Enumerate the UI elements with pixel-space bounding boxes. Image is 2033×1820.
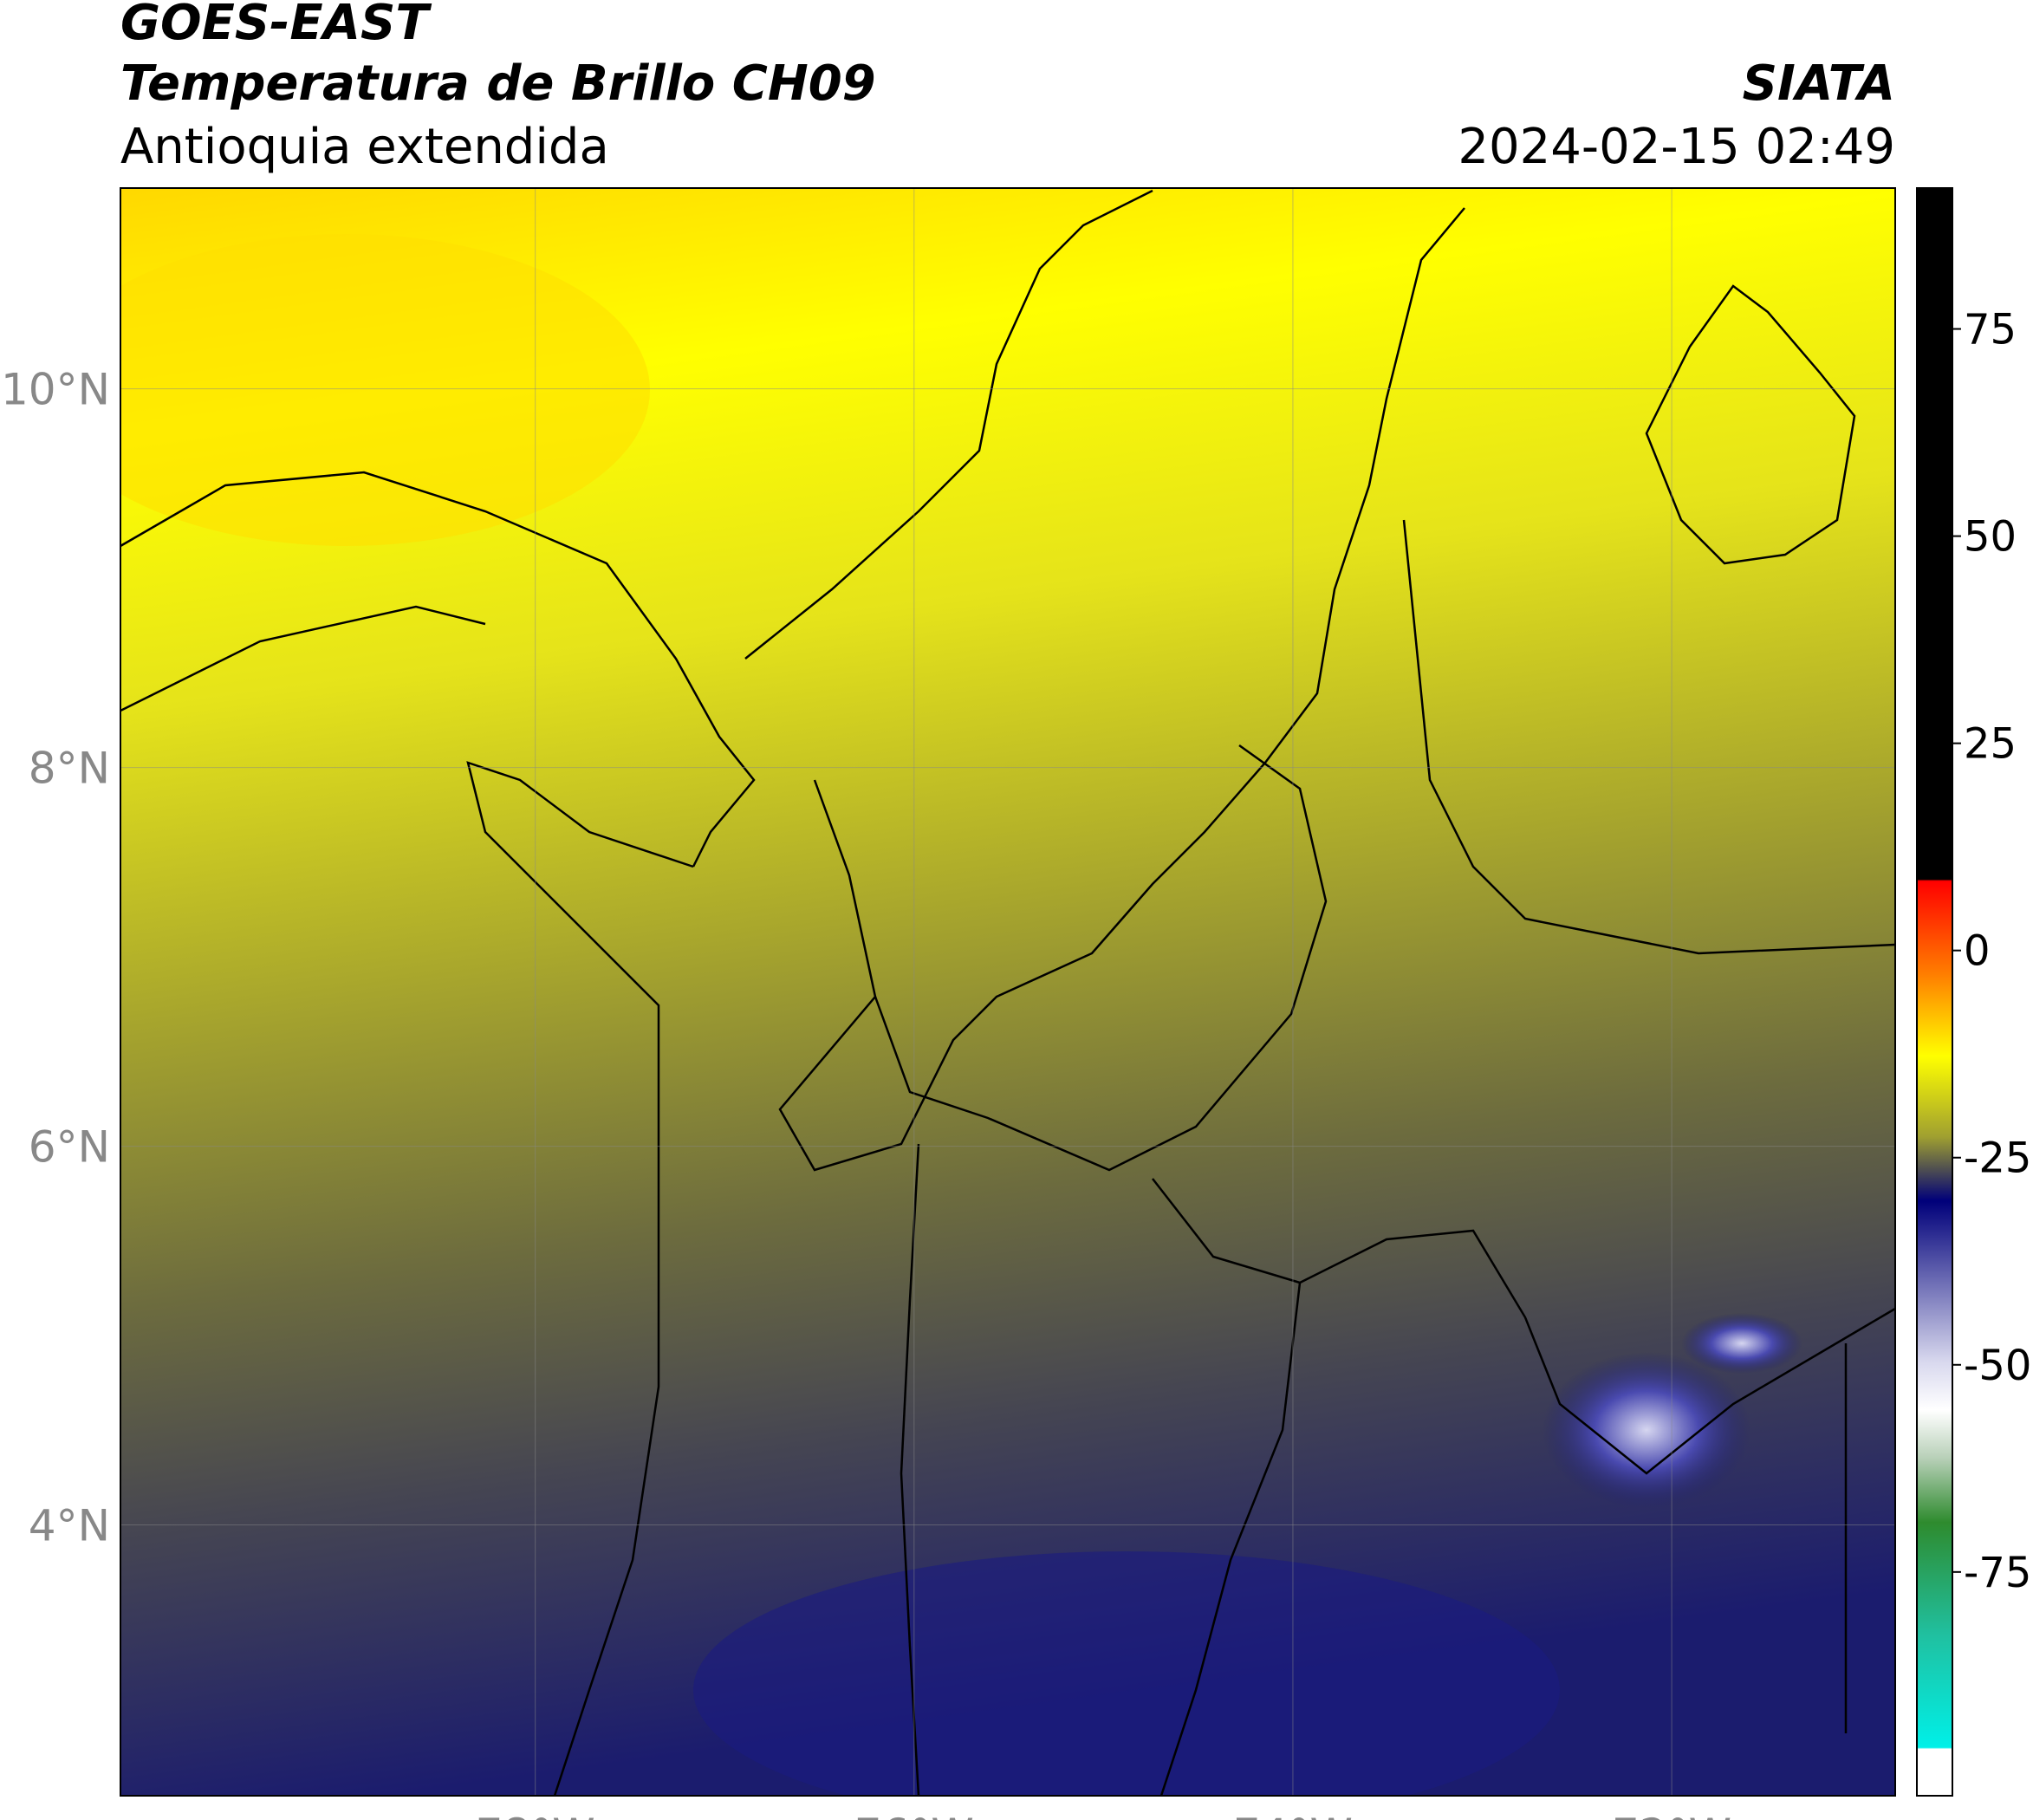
graticule [120, 188, 1895, 1796]
admin-line [1402, 519, 1895, 955]
x-tick-label: 76°W [854, 1810, 974, 1820]
warm-area [120, 234, 650, 546]
colorbar [1916, 187, 1953, 1797]
y-tick-label: 8°N [29, 744, 110, 794]
datetime: 2024-02-15 02:49 [1458, 119, 1895, 175]
source: SIATA [1743, 55, 1895, 112]
admin-line [1152, 1178, 1895, 1475]
y-tick-label: 10°N [1, 365, 110, 415]
x-tick-label: 78°W [476, 1810, 595, 1820]
cold-area [693, 1551, 1560, 1796]
admin-line [874, 744, 1328, 1172]
coastline [120, 605, 486, 712]
map-image [120, 188, 1895, 1796]
colorbar-tick-label: -25 [1964, 1134, 2031, 1183]
y-tick-label: 4°N [29, 1501, 110, 1551]
x-tick-label: 72°W [1612, 1810, 1731, 1820]
subtitle: Temperatura de Brillo CH09 [120, 55, 876, 112]
title: GOES-EAST [120, 0, 432, 51]
cold-cloud [1681, 1313, 1802, 1374]
coastline [120, 471, 756, 868]
lake [1645, 284, 1856, 565]
colorbar-tick-label: 0 [1964, 927, 1991, 976]
admin-line [900, 1143, 920, 1796]
admin-line [1159, 1282, 1302, 1796]
region: Antioquia extendida [120, 119, 609, 175]
colorbar-tick-label: 50 [1964, 513, 2017, 562]
admin-line [778, 207, 1465, 1172]
colorbar-tick-label: -75 [1964, 1549, 2031, 1597]
colorbar-tick-label: 75 [1964, 306, 2017, 354]
axis-labels: 78°W 76°W 74°W 72°W 4°N 6°N 8°N 10°N 75 50 25 0 -25 -… [1, 306, 2031, 1820]
map-frame [120, 187, 1896, 1797]
cold-cloud [1543, 1352, 1750, 1508]
colorbar-tick-label: -50 [1964, 1342, 2031, 1390]
boundaries [120, 189, 1895, 1796]
x-tick-label: 74°W [1233, 1810, 1353, 1820]
y-tick-label: 6°N [29, 1122, 110, 1173]
coastline [466, 761, 694, 1796]
colorbar-tick-label: 25 [1964, 720, 2017, 769]
coastline [744, 189, 1153, 660]
